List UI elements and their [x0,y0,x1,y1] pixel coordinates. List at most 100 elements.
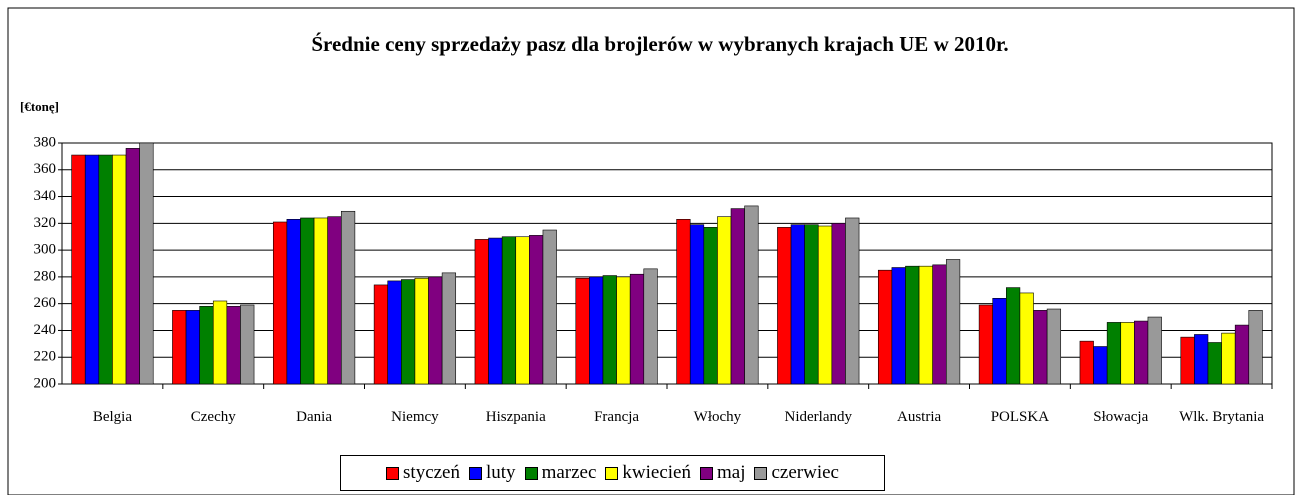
bar [84,154,100,385]
bar [1134,320,1149,385]
y-tick-label: 340 [34,188,57,204]
bar [401,279,416,385]
legend-label: luty [486,462,516,483]
bar [199,306,214,385]
bar [676,219,691,385]
legend-label: marzec [541,462,597,483]
bar [1248,310,1263,385]
bar [226,306,241,385]
bar [744,205,759,385]
bar [474,239,489,385]
x-tick-label: Belgia [92,409,132,425]
legend-item: luty [469,462,516,484]
bar [313,217,328,385]
bar [932,264,947,385]
bar [1120,322,1135,385]
bar [978,304,994,385]
bar [817,225,833,385]
bar [240,304,255,385]
legend-swatch [605,466,619,480]
bar [992,298,1007,385]
bar [501,236,517,385]
legend-item: marzec [524,462,597,484]
y-tick-label: 360 [34,161,57,177]
bar [300,217,315,385]
bar [1019,292,1034,385]
bar [1194,334,1209,385]
bar [717,216,732,385]
bar [1006,287,1021,385]
y-tick-label: 260 [34,295,57,311]
bar [918,265,933,385]
bar [831,223,846,385]
x-tick-label: Austria [896,409,942,425]
bar [777,227,792,385]
y-tick-label: 280 [34,268,57,284]
bar [286,219,301,385]
bar [112,154,127,385]
x-tick-label: Wlk. Brytania [1179,409,1265,425]
bar [327,216,342,385]
bar [891,267,906,385]
bar [790,224,805,385]
bar [804,224,819,385]
legend-label: kwiecień [622,462,691,483]
bar [1221,332,1236,385]
chart-frame [7,7,1295,495]
legend-swatch [754,466,768,480]
y-tick-label: 300 [34,242,57,258]
x-tick-label: Niemcy [391,409,439,425]
x-tick-label: POLSKA [990,409,1050,425]
y-tick-label: 240 [34,322,57,338]
bar [98,154,113,385]
bar [185,310,200,385]
bar [877,269,893,385]
bar [905,265,920,385]
bar [387,280,402,385]
legend-item: styczeń [386,462,460,484]
bar [488,237,503,385]
bar [602,275,617,385]
legend-item: maj [699,462,745,484]
legend-label: styczeń [403,462,460,483]
x-tick-label: Włochy [693,409,742,425]
x-tick-label: Czechy [190,409,236,425]
bar [1033,310,1048,385]
bar [575,277,590,385]
bar [643,268,658,385]
bar [441,272,457,385]
legend-swatch [386,466,400,480]
y-tick-label: 220 [34,349,57,365]
x-tick-label: Dania [296,409,332,425]
y-tick-label: 200 [34,375,57,391]
x-tick-label: Niderlandy [784,409,852,425]
bar [945,259,961,385]
x-tick-label: Hiszpania [485,409,546,425]
bar [1234,324,1250,385]
bar [689,224,705,385]
bar [428,276,443,385]
legend-swatch [469,466,482,480]
bar [212,300,228,385]
bar [139,142,154,385]
legend-swatch [524,466,538,480]
bar [1180,336,1195,385]
chart-title: Średnie ceny sprzedaży pasz dla brojleró… [311,32,1008,56]
bar [340,210,356,385]
bar [1106,322,1122,385]
bar [272,221,288,385]
bar [414,277,429,385]
bar [172,310,187,385]
bar [703,227,718,385]
legend-label: czerwiec [771,462,839,483]
bar [1147,316,1162,385]
bar [1207,342,1222,385]
bar [1079,340,1094,385]
y-axis-label: [€tonę] [20,99,59,114]
bar [730,208,745,385]
bar [542,229,557,385]
bar [515,236,530,385]
bar [845,217,860,385]
